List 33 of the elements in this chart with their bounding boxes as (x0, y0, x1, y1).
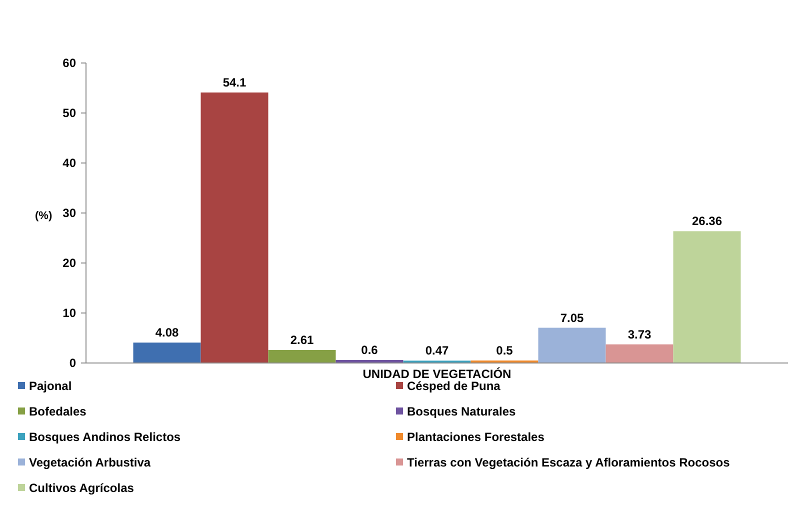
x-tick-label: UNIDAD DE VEGETACIÓN (362, 367, 512, 381)
data-label: 0.47 (425, 344, 449, 358)
data-label: 0.6 (361, 343, 378, 357)
data-label: 54.1 (222, 76, 246, 90)
legend-label: Plantaciones Forestales (407, 430, 545, 444)
y-tick-label: 0 (69, 356, 76, 370)
legend-label: Bofedales (29, 404, 87, 418)
legend-label: Pajonal (29, 379, 72, 393)
bar (538, 328, 606, 363)
legend-label: Cultivos Agrícolas (29, 481, 134, 495)
data-label: 2.61 (290, 332, 314, 347)
data-label: 0.5 (496, 344, 514, 358)
y-tick-label: 20 (62, 256, 76, 270)
data-label: 26.36 (692, 214, 722, 228)
y-tick-label: 50 (62, 106, 76, 120)
legend-label: Vegetación Arbustiva (29, 456, 151, 470)
data-label: 4.08 (155, 326, 179, 340)
legend-label: Bosques Andinos Relictos (29, 430, 181, 444)
legend-label: Césped de Puna (407, 379, 501, 393)
bar (606, 344, 674, 363)
bar (268, 350, 336, 363)
y-tick-label: 40 (62, 156, 76, 170)
bar (133, 342, 201, 363)
bar (200, 92, 268, 363)
legend-label: Bosques Naturales (407, 404, 516, 418)
bar (673, 231, 741, 363)
y-tick-label: 30 (62, 206, 76, 220)
y-tick-label: 10 (62, 306, 76, 320)
y-tick-label: 60 (62, 56, 76, 70)
y-axis-title: (%) (35, 210, 52, 222)
data-label: 3.73 (628, 327, 652, 342)
data-label: 7.05 (560, 310, 584, 325)
legend-label: Tierras con Vegetación Escaza y Afloramientos Rocosos (407, 456, 730, 470)
